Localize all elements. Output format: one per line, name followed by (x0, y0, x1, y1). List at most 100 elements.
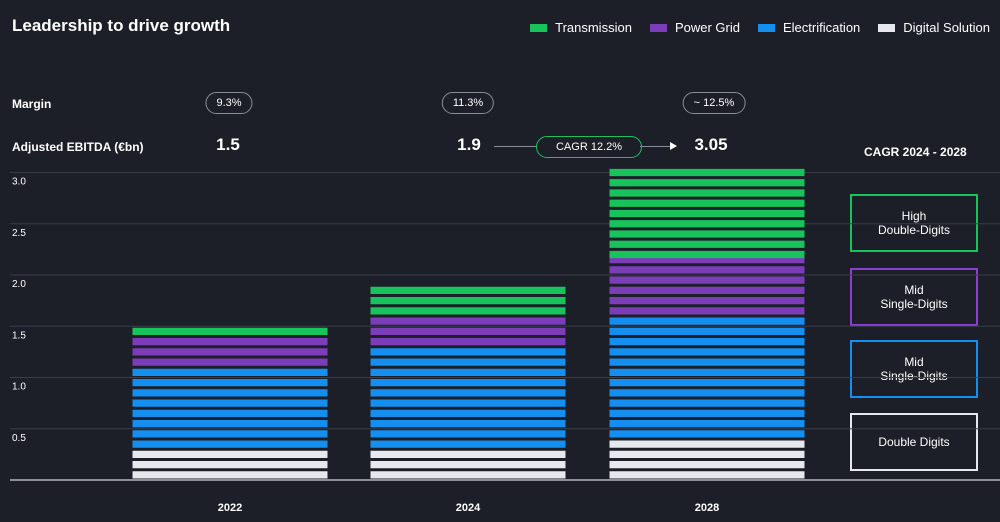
bar-segment-power-grid (609, 286, 805, 294)
x-tick-label: 2024 (456, 502, 481, 514)
y-tick-label: 0.5 (12, 433, 26, 444)
legend-swatch (530, 23, 548, 32)
y-tick-label: 1.5 (12, 330, 26, 341)
bar-segment-transmission (609, 250, 805, 259)
bar-segment-electrification (370, 358, 566, 366)
bar-segment-digital-solution (609, 440, 805, 448)
legend: Transmission Power Grid Electrification … (530, 20, 990, 35)
margin-pill-2022: 9.3% (205, 92, 253, 114)
cagr-box-line2: Double-Digits (877, 223, 951, 237)
bar-segment-electrification (609, 317, 805, 325)
bar-segment-electrification (132, 389, 328, 397)
bar-segment-electrification (370, 348, 566, 356)
bar-segment-transmission (609, 230, 805, 238)
bar-segment-power-grid (370, 327, 566, 335)
legend-label: Electrification (782, 20, 861, 35)
legend-item-power-grid: Power Grid (649, 20, 740, 35)
bar-segment-power-grid (132, 338, 328, 346)
legend-swatch (649, 23, 667, 32)
bar-segment-electrification (609, 338, 805, 346)
bar-segment-electrification (132, 399, 328, 407)
bar-segment-power-grid (370, 338, 566, 346)
bar-segment-power-grid (609, 256, 805, 264)
bar-segment-electrification (370, 409, 566, 417)
cagr-panel-title: CAGR 2024 - 2028 (864, 145, 967, 159)
bar-segment-digital-solution (370, 471, 566, 479)
bar-segment-electrification (609, 399, 805, 407)
bar-segment-electrification (609, 379, 805, 387)
cagr-pill: CAGR 12.2% (536, 136, 642, 158)
legend-swatch (878, 23, 896, 32)
bar-segment-electrification (132, 430, 328, 438)
legend-item-transmission: Transmission (530, 20, 632, 35)
cagr-box-power-grid: Mid Single-Digits (850, 268, 978, 326)
bar-segment-electrification (370, 430, 566, 438)
bar-segment-digital-solution (609, 471, 805, 479)
legend-label: Digital Solution (903, 20, 990, 35)
bar-segment-electrification (609, 389, 805, 397)
legend-label: Transmission (555, 20, 632, 35)
y-tick-label: 3.0 (12, 177, 26, 188)
bar-segment-electrification (132, 368, 328, 376)
bar-segment-transmission (609, 209, 805, 218)
bar-segment-electrification (132, 409, 328, 417)
bar-segment-electrification (609, 409, 805, 417)
bar-segment-electrification (132, 420, 328, 428)
bar-segment-transmission (370, 286, 566, 294)
bar-segment-electrification (609, 358, 805, 366)
bar-segment-electrification (370, 389, 566, 397)
bar-segment-electrification (609, 430, 805, 438)
bar-segment-electrification (132, 440, 328, 448)
cagr-box-line2: Single-Digits (880, 369, 948, 383)
bar-segment-electrification (609, 348, 805, 356)
bar-segment-transmission (609, 220, 805, 228)
bar-segment-transmission (609, 179, 805, 187)
ebitda-value-2024: 1.9 (457, 135, 481, 154)
bar-segment-transmission (609, 240, 805, 248)
bar-segment-power-grid (132, 348, 328, 356)
bar-segment-digital-solution (370, 450, 566, 458)
bar-segment-electrification (132, 379, 328, 387)
bar-segment-digital-solution (132, 461, 328, 469)
ebitda-value-2028: 3.05 (694, 135, 728, 154)
bar-segment-electrification (609, 420, 805, 428)
y-tick-label: 1.0 (12, 382, 26, 393)
ebitda-row-label: Adjusted EBITDA (€bn) (12, 140, 144, 154)
page-title: Leadership to drive growth (12, 16, 231, 35)
legend-label: Power Grid (674, 20, 740, 35)
bar-segment-electrification (370, 420, 566, 428)
bar-segment-power-grid (609, 266, 805, 274)
margin-pill-2028: ~ 12.5% (682, 92, 746, 114)
bar-segment-digital-solution (609, 461, 805, 469)
ebitda-value-2022: 1.5 (216, 135, 240, 154)
bar-segment-electrification (370, 379, 566, 387)
bar-segment-power-grid (609, 297, 805, 305)
y-tick-label: 2.0 (12, 279, 26, 290)
bar-segment-electrification (370, 399, 566, 407)
bar-segment-electrification (370, 368, 566, 376)
legend-swatch (757, 23, 775, 32)
x-tick-label: 2022 (218, 502, 242, 514)
bar-segment-transmission (609, 189, 805, 197)
cagr-box-line1: Mid (904, 355, 924, 369)
margin-row-label: Margin (12, 97, 52, 111)
bar-segment-power-grid (132, 358, 328, 366)
bar-segment-transmission (609, 199, 805, 207)
legend-item-digital-solution: Digital Solution (878, 20, 990, 35)
cagr-line-left (494, 146, 536, 147)
cagr-line-right (640, 146, 670, 147)
cagr-box-digital-solution: Double Digits (850, 413, 978, 471)
x-tick-label: 2028 (695, 502, 719, 514)
bar-segment-transmission (370, 297, 566, 305)
cagr-box-line2: Single-Digits (880, 297, 948, 311)
bar-segment-transmission (609, 168, 805, 177)
bar-segment-power-grid (609, 307, 805, 315)
bar-segment-electrification (370, 440, 566, 448)
bar-segment-transmission (370, 307, 566, 315)
bar-segment-digital-solution (370, 461, 566, 469)
cagr-box-line1: Mid (904, 283, 924, 297)
y-tick-label: 2.5 (12, 228, 26, 239)
legend-item-electrification: Electrification (757, 20, 861, 35)
bar-segment-transmission (132, 327, 328, 335)
